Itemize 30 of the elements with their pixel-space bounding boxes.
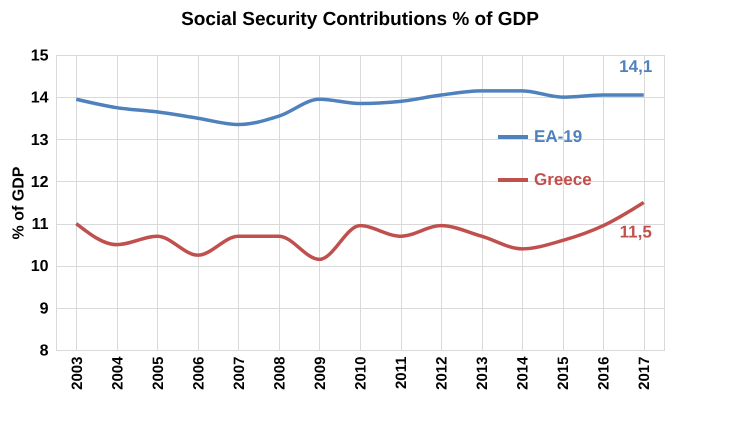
- y-tick-label: 8: [40, 342, 49, 360]
- line-series: [74, 89, 646, 126]
- y-tick-label: 14: [30, 90, 49, 107]
- x-tick-label: 2004: [109, 356, 126, 390]
- legend-label: EA-19: [534, 127, 582, 146]
- y-tick-label: 12: [30, 174, 49, 191]
- y-axis-title: % of GDP: [10, 166, 28, 240]
- y-tick-label: 10: [30, 258, 49, 276]
- x-tick-label: 2008: [271, 356, 288, 390]
- x-tick-label: 2014: [514, 356, 532, 390]
- y-tick-label: 15: [30, 48, 49, 64]
- x-tick-label: 2005: [150, 356, 167, 390]
- annotation: 11,5: [620, 222, 652, 242]
- y-tick-label: 9: [40, 300, 49, 318]
- x-tick-label: 2003: [68, 356, 86, 390]
- x-tick-label: 2006: [190, 356, 208, 390]
- x-tick-label: 2009: [312, 356, 329, 390]
- annotation: 14,1: [619, 57, 652, 76]
- x-tick-label: 2017: [636, 356, 654, 390]
- y-tick-label: 11: [32, 216, 49, 234]
- x-tick-label: 2013: [474, 356, 492, 390]
- x-tick-label: 2010: [352, 356, 370, 390]
- x-tick-label: 2012: [434, 356, 451, 390]
- chart-title: Social Security Contributions % of GDP: [181, 9, 540, 30]
- y-tick-label: 13: [30, 132, 49, 149]
- x-tick-label: 2007: [230, 356, 248, 390]
- x-tick-label: 2016: [596, 356, 613, 390]
- legend-label: Greece: [534, 170, 592, 189]
- x-tick-label: 2011: [393, 356, 410, 390]
- x-tick-label: 2015: [555, 356, 572, 390]
